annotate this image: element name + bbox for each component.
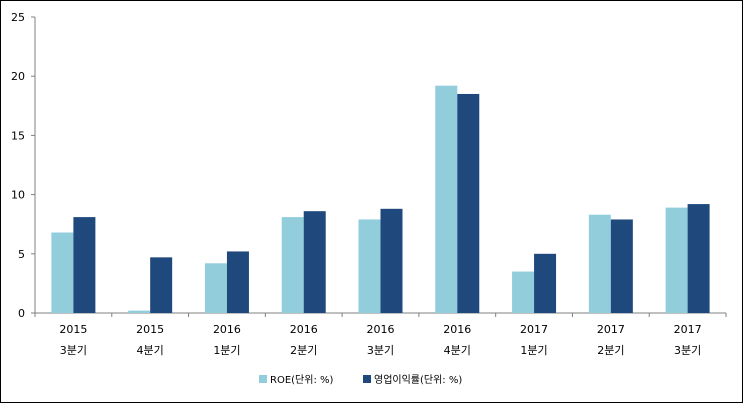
x-tick-label: 2015	[59, 323, 87, 336]
bar-series-1	[281, 217, 304, 313]
bar-series-1	[512, 271, 535, 313]
bar-series-2	[534, 253, 557, 313]
x-tick-label: 2016	[290, 323, 318, 336]
bar-series-2	[610, 219, 633, 313]
y-tick-label: 25	[11, 11, 25, 24]
x-tick-label: 2016	[367, 323, 395, 336]
legend-swatch-1	[259, 375, 267, 383]
bar-series-2	[687, 204, 710, 313]
bar-series-1	[128, 310, 151, 313]
bar-series-2	[150, 257, 173, 313]
y-tick-label: 20	[11, 70, 25, 83]
y-tick-label: 5	[18, 248, 25, 261]
legend: ROE(단위: %) 영업이익률(단위: %)	[259, 373, 462, 386]
bar-series-1	[435, 85, 458, 313]
x-tick-label: 3분기	[367, 344, 394, 357]
x-tick-label: 2분기	[597, 344, 624, 357]
x-tick-label: 2015	[136, 323, 164, 336]
x-axis: 2015 3분기 2015 4분기 2016 1분기 2016 2분기 2016 3분기 2016 4…	[34, 312, 727, 357]
x-tick-label: 2017	[520, 323, 548, 336]
bar-series-1	[51, 232, 74, 313]
x-tick-label: 4분기	[444, 344, 471, 357]
x-tick-label: 1분기	[213, 344, 240, 357]
y-axis: 0 5 10 15 20 25	[11, 11, 36, 320]
bar-series-2	[226, 251, 249, 313]
bar-series-1	[665, 207, 688, 313]
x-tick-label: 3분기	[60, 344, 87, 357]
x-tick-label: 2016	[213, 323, 241, 336]
y-tick-label: 0	[18, 307, 25, 320]
bar-series-1	[358, 219, 381, 313]
bar-series-1	[588, 214, 611, 313]
bars	[51, 85, 710, 314]
x-tick-label: 3분기	[674, 344, 701, 357]
legend-label-2: 영업이익률(단위: %)	[374, 373, 462, 386]
bar-series-2	[73, 217, 96, 313]
y-tick-label: 15	[11, 129, 25, 142]
x-tick-label: 2017	[597, 323, 625, 336]
bar-series-1	[204, 263, 227, 313]
x-tick-label: 2017	[674, 323, 702, 336]
legend-swatch-2	[363, 375, 371, 383]
bar-series-2	[457, 93, 480, 314]
x-tick-label: 2016	[443, 323, 471, 336]
bar-series-2	[303, 211, 326, 313]
y-tick-label: 10	[11, 189, 25, 202]
x-tick-label: 4분기	[137, 344, 164, 357]
bar-series-2	[380, 208, 403, 313]
legend-label-1: ROE(단위: %)	[270, 373, 333, 386]
x-tick-label: 1분기	[520, 344, 547, 357]
x-tick-label: 2분기	[290, 344, 317, 357]
